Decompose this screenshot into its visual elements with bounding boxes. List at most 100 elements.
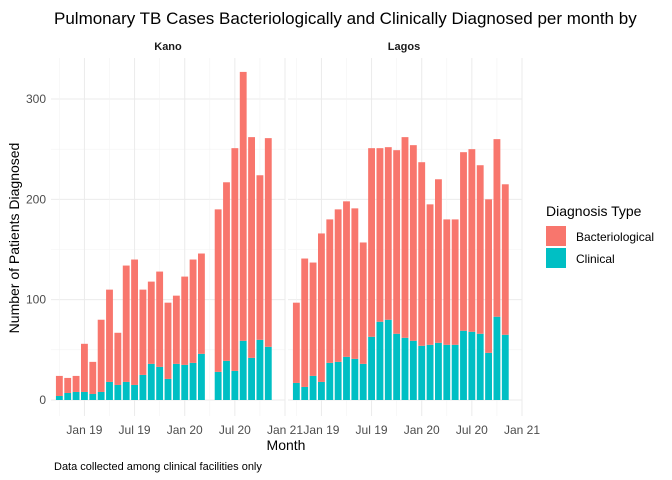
bar-clinical-lagos-2019-05: [351, 358, 359, 400]
x-axis-title: Month: [267, 437, 306, 453]
bar-clinical-kano-2019-04: [106, 381, 113, 400]
bar-clinical-lagos-2019-02: [326, 362, 334, 400]
bar-bacteriological-kano-2019-10: [156, 271, 164, 367]
bar-bacteriological-kano-2018-10: [55, 375, 63, 396]
bar-clinical-kano-2019-07: [131, 384, 138, 400]
bar-bacteriological-lagos-2019-04: [343, 201, 350, 357]
x-tick-label: Jan 19: [66, 423, 102, 437]
chart-title: Pulmonary TB Cases Bacteriologically and…: [54, 9, 637, 28]
y-tick-label: 100: [26, 293, 46, 307]
bar-bacteriological-kano-2018-11: [64, 377, 72, 393]
bar-clinical-kano-2019-10: [156, 366, 164, 400]
bar-clinical-lagos-2019-08: [376, 321, 384, 400]
bar-clinical-lagos-2020-09: [485, 352, 492, 400]
bar-bacteriological-kano-2020-02: [189, 259, 197, 363]
gridlines: [51, 58, 523, 416]
x-tick-label: Jan 20: [167, 423, 203, 437]
panel-strip-kano: Kano: [154, 41, 182, 53]
bar-bacteriological-kano-2019-04: [106, 289, 113, 382]
x-tick-label: Jul 20: [219, 423, 251, 437]
bar-clinical-lagos-2020-02: [426, 344, 434, 400]
bar-bacteriological-kano-2019-09: [147, 281, 155, 364]
bar-bacteriological-kano-2019-12: [172, 295, 180, 364]
bar-clinical-lagos-2020-04: [443, 344, 451, 400]
legend-label-bacteriological: Bacteriological: [576, 230, 654, 244]
bar-clinical-lagos-2019-04: [343, 356, 350, 400]
x-tick-label: Jan 19: [303, 423, 339, 437]
legend-swatch-clinical: [546, 248, 566, 268]
tick-labels: Jan 19 Jul 19 Jan 20 Jul 20 Jan 21 Jan 19 Jul …: [26, 92, 540, 437]
bar-clinical-kano-2020-05: [214, 371, 222, 400]
bar-clinical-lagos-2020-01: [418, 345, 426, 400]
x-tick-label: Jul 19: [356, 423, 388, 437]
bar-bacteriological-kano-2018-12: [72, 375, 80, 392]
bar-bacteriological-lagos-2019-08: [376, 148, 384, 322]
bar-bacteriological-lagos-2018-10: [292, 302, 300, 383]
bar-bacteriological-kano-2019-11: [164, 302, 172, 379]
bar-bacteriological-lagos-2020-11: [501, 184, 509, 335]
bar-bacteriological-lagos-2018-11: [301, 258, 309, 387]
bar-clinical-kano-2019-03: [97, 391, 105, 400]
bar-clinical-kano-2019-09: [147, 363, 155, 400]
legend-swatch-bacteriological: [546, 226, 566, 246]
chart-caption: Data collected among clinical facilities…: [54, 461, 262, 473]
x-tick-label: Jul 20: [456, 423, 488, 437]
bar-bacteriological-lagos-2018-12: [309, 262, 317, 376]
bar-clinical-lagos-2019-03: [334, 361, 342, 400]
bar-clinical-kano-2020-02: [189, 362, 197, 400]
bar-bacteriological-kano-2020-01: [181, 276, 189, 365]
x-tick-label: Jan 20: [404, 423, 440, 437]
bar-bacteriological-kano-2020-09: [248, 137, 255, 358]
x-tick-label: Jan 21: [504, 423, 540, 437]
bar-clinical-kano-2019-06: [122, 381, 130, 400]
bar-clinical-lagos-2019-10: [393, 333, 401, 400]
bar-clinical-kano-2020-09: [248, 357, 255, 400]
bar-bacteriological-lagos-2020-03: [435, 179, 442, 343]
bar-clinical-lagos-2019-07: [368, 336, 375, 400]
bar-bacteriological-lagos-2019-03: [334, 209, 342, 362]
bar-clinical-kano-2018-10: [55, 395, 63, 400]
bar-clinical-kano-2019-12: [172, 363, 180, 400]
bars: [55, 71, 509, 400]
bar-bacteriological-lagos-2020-07: [468, 149, 476, 332]
y-tick-label: 200: [26, 192, 46, 206]
bar-bacteriological-kano-2019-03: [97, 319, 105, 392]
bar-clinical-kano-2019-11: [164, 378, 172, 400]
bar-clinical-lagos-2020-05: [451, 344, 459, 400]
bar-bacteriological-lagos-2019-05: [351, 208, 359, 359]
bar-bacteriological-kano-2020-06: [223, 182, 230, 361]
x-tick-label: Jan 21: [267, 423, 303, 437]
bar-bacteriological-kano-2019-05: [114, 332, 122, 385]
bar-bacteriological-lagos-2019-12: [409, 145, 417, 341]
bar-clinical-kano-2020-08: [239, 340, 247, 400]
bar-clinical-lagos-2019-01: [318, 381, 325, 400]
bar-bacteriological-kano-2020-05: [214, 209, 222, 372]
bar-bacteriological-lagos-2020-04: [443, 219, 451, 345]
bar-bacteriological-lagos-2020-06: [460, 152, 467, 331]
bar-bacteriological-lagos-2020-05: [451, 219, 459, 345]
legend-label-clinical: Clinical: [576, 252, 615, 266]
bar-clinical-kano-2020-01: [181, 364, 189, 400]
bar-bacteriological-kano-2020-03: [198, 253, 205, 354]
bar-bacteriological-kano-2020-07: [231, 148, 239, 371]
bar-clinical-kano-2018-12: [72, 391, 80, 400]
bar-bacteriological-lagos-2019-10: [393, 150, 401, 334]
bar-bacteriological-kano-2019-06: [122, 265, 130, 382]
y-tick-label: 0: [39, 393, 46, 407]
bar-bacteriological-kano-2020-08: [239, 71, 247, 341]
bar-clinical-kano-2018-11: [64, 392, 72, 400]
bar-clinical-lagos-2019-11: [401, 337, 409, 400]
bar-clinical-kano-2020-10: [256, 339, 264, 400]
legend: Diagnosis Type Bacteriological Clinical: [546, 203, 654, 268]
bar-clinical-lagos-2018-12: [309, 375, 317, 400]
bar-bacteriological-lagos-2019-11: [401, 137, 409, 338]
bar-clinical-lagos-2019-09: [384, 319, 392, 400]
bar-clinical-lagos-2020-11: [501, 334, 509, 400]
bar-bacteriological-kano-2019-01: [81, 343, 88, 392]
bar-clinical-lagos-2020-08: [476, 333, 484, 400]
bar-bacteriological-kano-2019-08: [139, 289, 147, 375]
bar-bacteriological-lagos-2019-09: [384, 147, 392, 320]
bar-bacteriological-lagos-2019-07: [368, 148, 375, 337]
bar-bacteriological-lagos-2020-01: [418, 162, 426, 346]
